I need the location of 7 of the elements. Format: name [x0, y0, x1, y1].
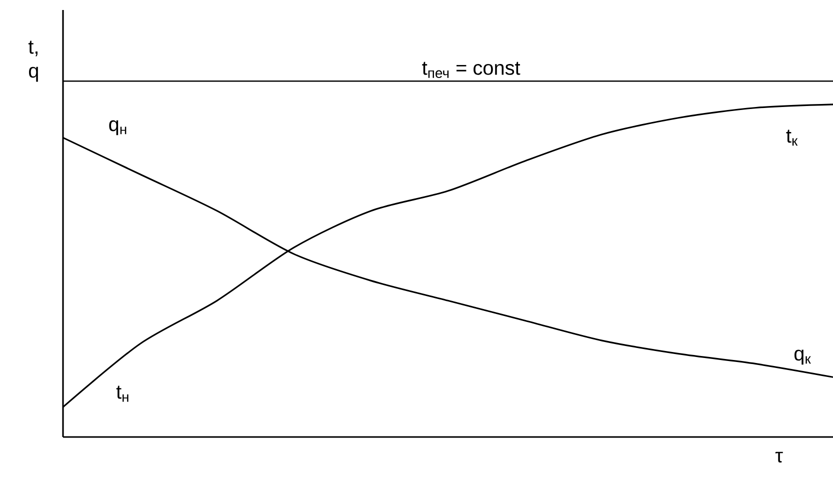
annotation: q$_{к}$ [794, 350, 811, 365]
annotation: t$_{к}$ [786, 130, 798, 146]
annotation: t$_{н}$ [116, 386, 128, 402]
x-axis-title: τ [775, 452, 783, 463]
annotation: q$_{н}$ [109, 120, 126, 136]
ref-line-label: t$_{печ}$ = const [422, 62, 520, 78]
y-axis-title: t, q [28, 40, 38, 82]
